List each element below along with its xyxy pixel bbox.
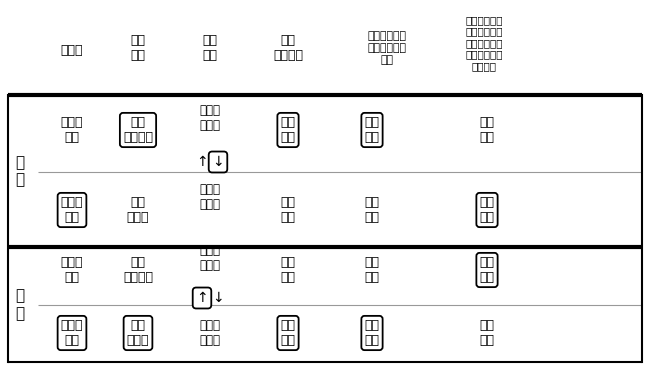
Text: 大きく
なる: 大きく なる	[60, 256, 83, 284]
Text: 生じ
ない: 生じ ない	[281, 196, 296, 224]
Text: 小さく
なる: 小さく なる	[60, 196, 83, 224]
Text: 浸
透: 浸 透	[16, 288, 25, 321]
Text: ↓: ↓	[212, 291, 224, 305]
Text: 拡
散: 拡 散	[16, 155, 25, 187]
Text: 大きく
なる: 大きく なる	[60, 116, 83, 144]
Text: 生じ
得る: 生じ 得る	[365, 256, 380, 284]
Text: 生じ
ない: 生じ ない	[281, 319, 296, 347]
Text: 生じ
得る: 生じ 得る	[365, 116, 380, 144]
Text: 高濃度
の領域: 高濃度 の領域	[200, 104, 220, 132]
Text: 低濃度
の領域: 低濃度 の領域	[200, 183, 220, 211]
Text: 生じ
得る: 生じ 得る	[480, 256, 495, 284]
Text: 生じ
ない: 生じ ない	[480, 196, 495, 224]
Text: 溶媒
（水）: 溶媒 （水）	[127, 196, 150, 224]
Text: 生じ
得る: 生じ 得る	[480, 116, 495, 144]
Text: 小さく
なる: 小さく なる	[60, 319, 83, 347]
Text: 生じ
得る: 生じ 得る	[281, 256, 296, 284]
Text: ↓: ↓	[212, 155, 224, 169]
Text: 生じ
ない: 生じ ない	[365, 196, 380, 224]
Text: 生じ
ない: 生じ ない	[365, 319, 380, 347]
Text: 高濃度
の領域: 高濃度 の領域	[200, 244, 220, 272]
Text: 膜が
ない場合: 膜が ない場合	[273, 34, 303, 62]
Text: 動く
もの: 動く もの	[131, 34, 146, 62]
Text: 動く
方向: 動く 方向	[203, 34, 218, 62]
Text: 生じ
ない: 生じ ない	[480, 319, 495, 347]
Text: 溶質
（粒子）: 溶質 （粒子）	[123, 116, 153, 144]
Text: ↑: ↑	[196, 291, 208, 305]
Text: 溶質（粒子）
は通さず溶媒
（水）は通す
膜（半透膜）
を介して: 溶質（粒子） は通さず溶媒 （水）は通す 膜（半透膜） を介して	[465, 15, 502, 71]
Text: ↑: ↑	[196, 155, 208, 169]
Text: 濃度差: 濃度差	[60, 44, 83, 56]
Text: 生じ
得る: 生じ 得る	[281, 116, 296, 144]
Text: 溶質
（粒子）: 溶質 （粒子）	[123, 256, 153, 284]
Text: 低濃度
の領域: 低濃度 の領域	[200, 319, 220, 347]
Text: 溶質（粒子）
を通す膜を介
して: 溶質（粒子） を通す膜を介 して	[367, 31, 406, 65]
Text: 溶媒
（水）: 溶媒 （水）	[127, 319, 150, 347]
